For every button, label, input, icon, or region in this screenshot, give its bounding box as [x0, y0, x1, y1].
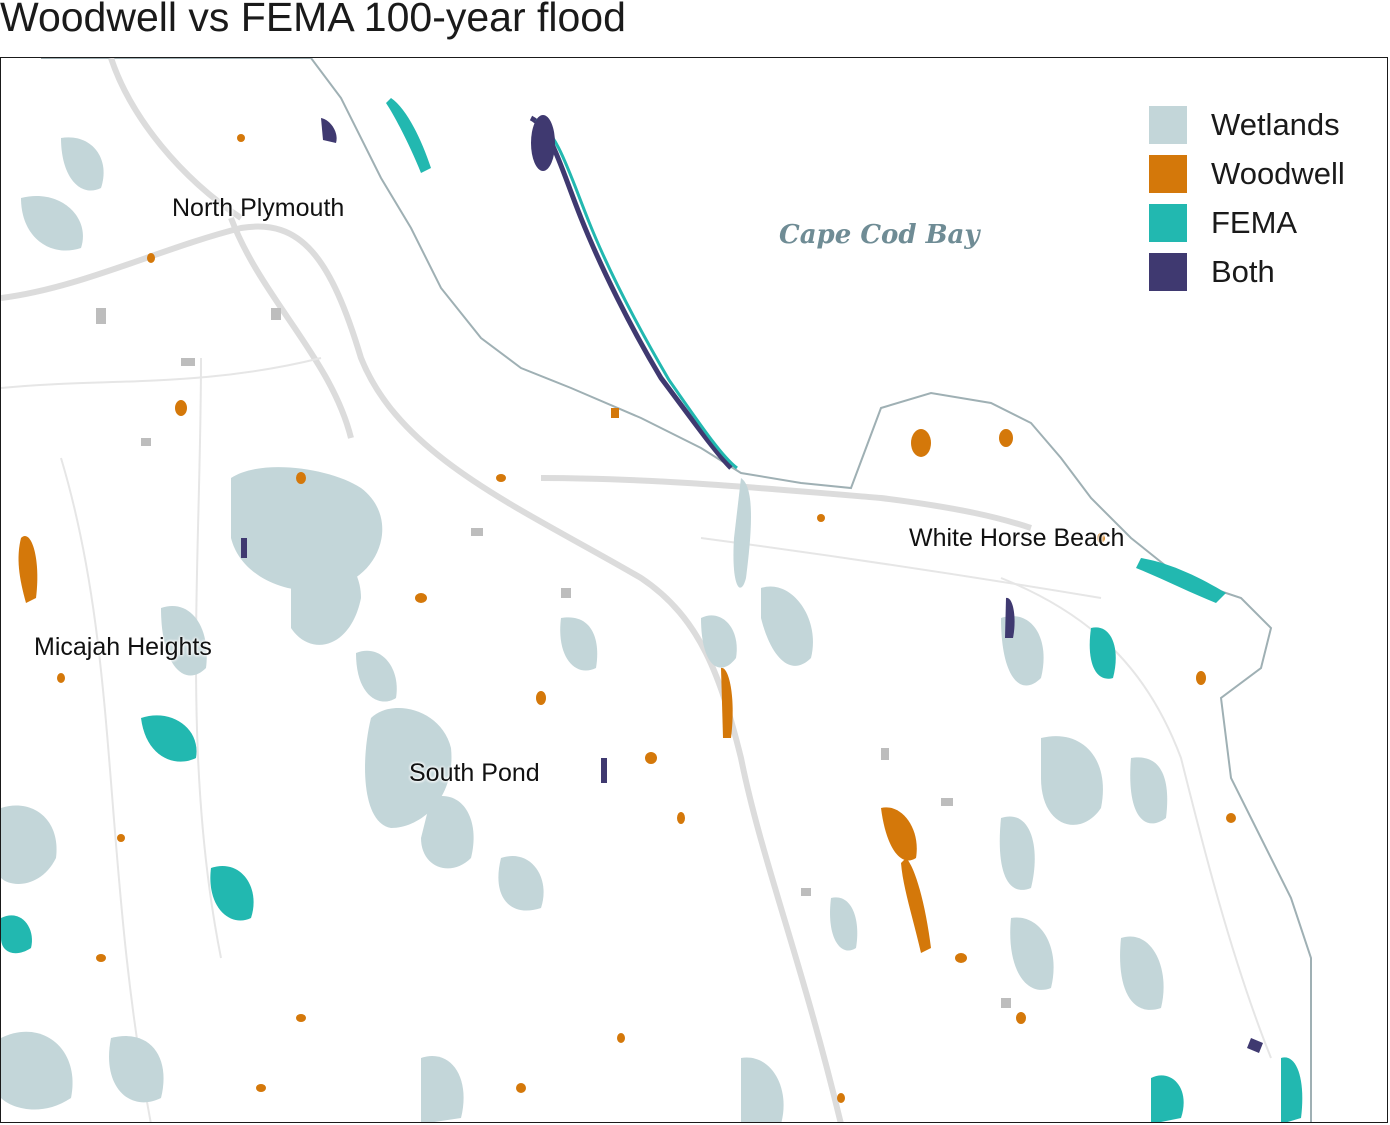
- page-title: Woodwell vs FEMA 100-year flood: [0, 0, 626, 40]
- fema-areas: [1, 98, 1303, 1122]
- spit-tip: [531, 115, 555, 171]
- label-white-horse-beach: White Horse Beach: [909, 524, 1125, 552]
- roads: [1, 58, 1032, 1122]
- legend-swatch-woodwell: [1149, 154, 1187, 193]
- legend-label-wetlands: Wetlands: [1211, 106, 1340, 142]
- legend-swatch-wetlands: [1149, 105, 1187, 144]
- legend-label-both: Both: [1211, 253, 1275, 289]
- legend-label-fema: FEMA: [1211, 204, 1298, 240]
- buildings: [96, 308, 1011, 1008]
- map-canvas[interactable]: [1, 58, 1388, 1123]
- label-south-pond: South Pond: [409, 759, 540, 787]
- label-north-plymouth: North Plymouth: [172, 194, 345, 222]
- barrier-spit: [529, 115, 733, 470]
- legend-item-wetlands: Wetlands: [1149, 100, 1345, 149]
- legend-label-woodwell: Woodwell: [1211, 155, 1345, 191]
- label-micajah-heights: Micajah Heights: [34, 633, 212, 661]
- legend-swatch-fema: [1149, 203, 1187, 242]
- map-frame[interactable]: North Plymouth Cape Cod Bay White Horse …: [0, 57, 1388, 1123]
- legend: Wetlands Woodwell FEMA Both: [1149, 100, 1345, 296]
- both-areas: [241, 118, 1263, 1053]
- wetlands: [1, 137, 1168, 1122]
- coastline: [41, 58, 1312, 1122]
- legend-item-fema: FEMA: [1149, 198, 1345, 247]
- label-cape-cod-bay: Cape Cod Bay: [779, 220, 980, 250]
- legend-item-woodwell: Woodwell: [1149, 149, 1345, 198]
- legend-item-both: Both: [1149, 247, 1345, 296]
- woodwell-areas: [18, 134, 1236, 1103]
- legend-swatch-both: [1149, 252, 1187, 291]
